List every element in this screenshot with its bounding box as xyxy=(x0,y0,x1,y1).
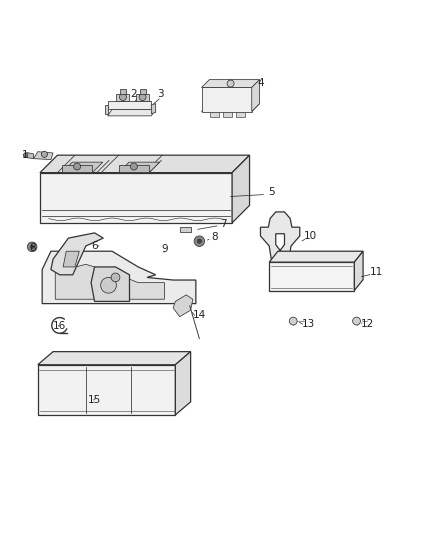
Polygon shape xyxy=(151,103,155,114)
Bar xyxy=(120,89,126,94)
Text: 3: 3 xyxy=(157,89,163,99)
Polygon shape xyxy=(106,105,108,114)
Bar xyxy=(119,165,149,172)
Polygon shape xyxy=(232,155,250,223)
Circle shape xyxy=(131,163,138,170)
Text: 14: 14 xyxy=(193,310,206,320)
Text: 2: 2 xyxy=(131,89,137,99)
Text: 13: 13 xyxy=(302,319,315,329)
Polygon shape xyxy=(63,251,79,267)
Circle shape xyxy=(139,94,146,101)
Text: 11: 11 xyxy=(370,266,383,277)
Polygon shape xyxy=(108,109,155,116)
Circle shape xyxy=(101,277,117,293)
Polygon shape xyxy=(40,155,250,173)
Text: 10: 10 xyxy=(304,231,317,241)
Polygon shape xyxy=(201,87,252,111)
Polygon shape xyxy=(201,79,260,87)
Circle shape xyxy=(74,163,81,170)
Polygon shape xyxy=(38,365,175,415)
Polygon shape xyxy=(269,251,363,262)
Text: 7: 7 xyxy=(220,219,227,229)
Circle shape xyxy=(289,317,297,325)
Circle shape xyxy=(197,239,201,244)
Bar xyxy=(140,89,146,94)
Text: 8: 8 xyxy=(29,243,35,253)
Text: 1: 1 xyxy=(21,150,28,160)
Bar xyxy=(237,111,245,117)
Circle shape xyxy=(30,245,34,248)
Polygon shape xyxy=(173,295,193,317)
Polygon shape xyxy=(261,212,300,260)
Circle shape xyxy=(194,236,205,246)
Polygon shape xyxy=(252,79,260,111)
Polygon shape xyxy=(91,267,130,302)
Bar xyxy=(223,111,232,117)
Polygon shape xyxy=(269,262,354,290)
Circle shape xyxy=(227,80,234,87)
Circle shape xyxy=(23,153,28,157)
Polygon shape xyxy=(201,103,260,111)
Polygon shape xyxy=(42,251,196,304)
Polygon shape xyxy=(25,152,33,159)
Circle shape xyxy=(353,317,360,325)
Polygon shape xyxy=(108,101,151,109)
Circle shape xyxy=(27,242,37,252)
Text: 6: 6 xyxy=(91,240,98,251)
Text: 16: 16 xyxy=(53,321,66,332)
Polygon shape xyxy=(119,162,159,173)
Polygon shape xyxy=(354,251,363,290)
Text: 12: 12 xyxy=(361,319,374,329)
Bar xyxy=(62,165,92,172)
Text: 9: 9 xyxy=(161,244,168,254)
Bar xyxy=(180,227,191,232)
Text: 4: 4 xyxy=(257,78,264,88)
Text: 8: 8 xyxy=(211,232,218,242)
Circle shape xyxy=(120,94,127,101)
Circle shape xyxy=(111,273,120,282)
Polygon shape xyxy=(62,162,103,173)
Circle shape xyxy=(41,151,47,157)
Polygon shape xyxy=(117,94,130,101)
Polygon shape xyxy=(38,352,191,365)
Polygon shape xyxy=(40,173,232,223)
Polygon shape xyxy=(33,152,53,159)
Polygon shape xyxy=(136,94,149,101)
Text: 15: 15 xyxy=(88,394,101,405)
Bar xyxy=(210,111,219,117)
Polygon shape xyxy=(175,352,191,415)
Polygon shape xyxy=(55,264,164,299)
Polygon shape xyxy=(51,233,103,275)
Text: 5: 5 xyxy=(268,187,275,197)
